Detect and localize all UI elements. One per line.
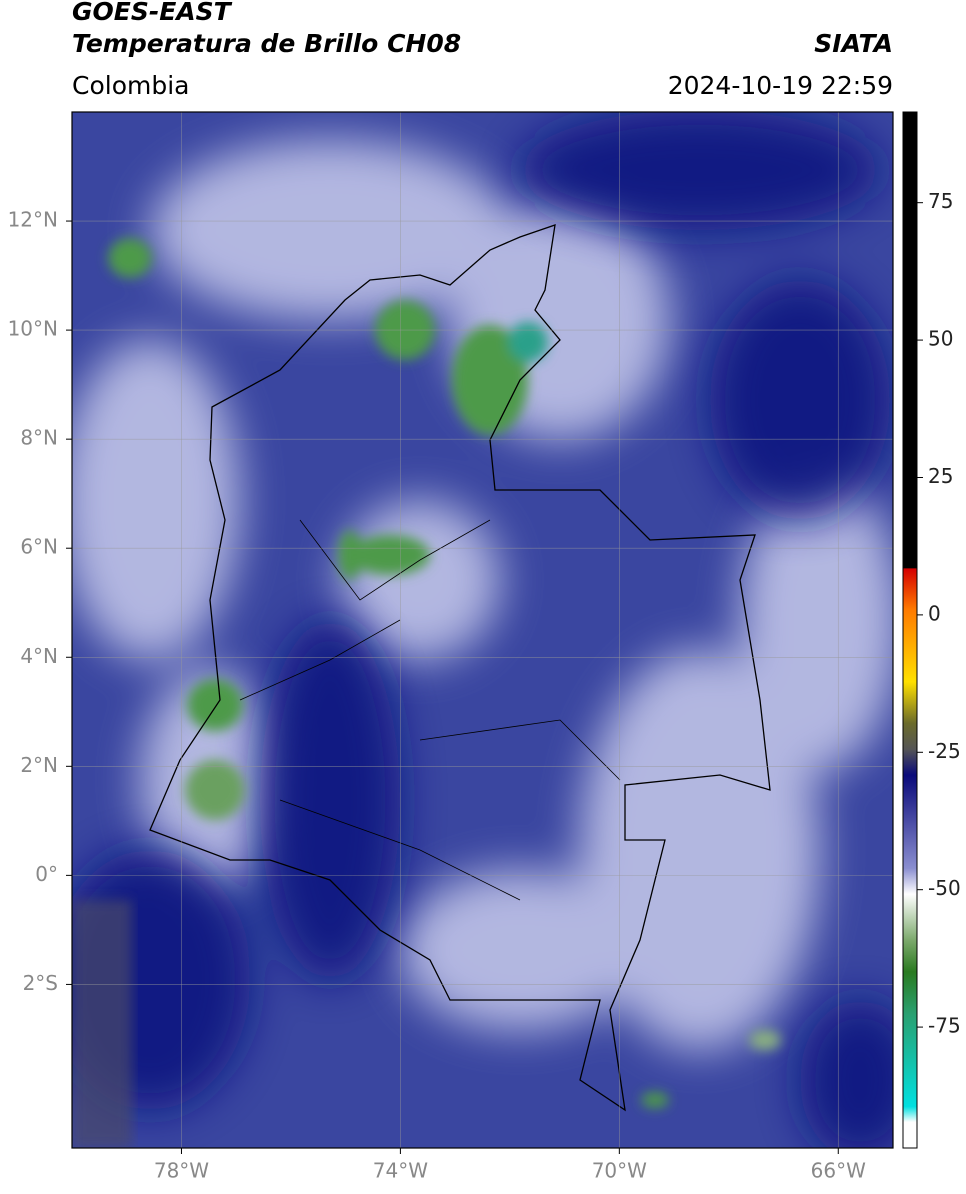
x-tick-label: 66°W [811, 1159, 866, 1183]
colorbar-label: 0 [928, 601, 941, 625]
map-frame [71, 111, 894, 1149]
source: SIATA [814, 29, 893, 58]
y-tick-label: 10°N [8, 317, 58, 341]
y-tick-label: 2°N [20, 753, 58, 777]
colorbar-label: -50 [928, 876, 961, 900]
x-tick-label: 78°W [154, 1159, 209, 1183]
colorbar-label: -75 [928, 1014, 961, 1038]
colorbar-label: 25 [928, 464, 953, 488]
y-tick-label: 6°N [20, 535, 58, 559]
y-tick-label: 0° [35, 862, 58, 886]
datetime: 2024-10-19 22:59 [668, 71, 893, 100]
colorbar-label: -25 [928, 739, 961, 763]
colorbar-label: 50 [928, 327, 953, 351]
x-tick-label: 74°W [373, 1159, 428, 1183]
x-tick-label: 70°W [592, 1159, 647, 1183]
product: Temperatura de Brillo CH08 [72, 29, 461, 58]
satellite-image [72, 112, 893, 1148]
colorbar [902, 111, 918, 1149]
y-tick-label: 4°N [20, 644, 58, 668]
colorbar-label: 75 [928, 189, 953, 213]
y-tick-label: 2°S [23, 971, 58, 995]
y-tick-label: 8°N [20, 426, 58, 450]
y-tick-label: 12°N [8, 208, 58, 232]
satellite: GOES-EAST [72, 0, 233, 26]
region: Colombia [72, 71, 189, 100]
